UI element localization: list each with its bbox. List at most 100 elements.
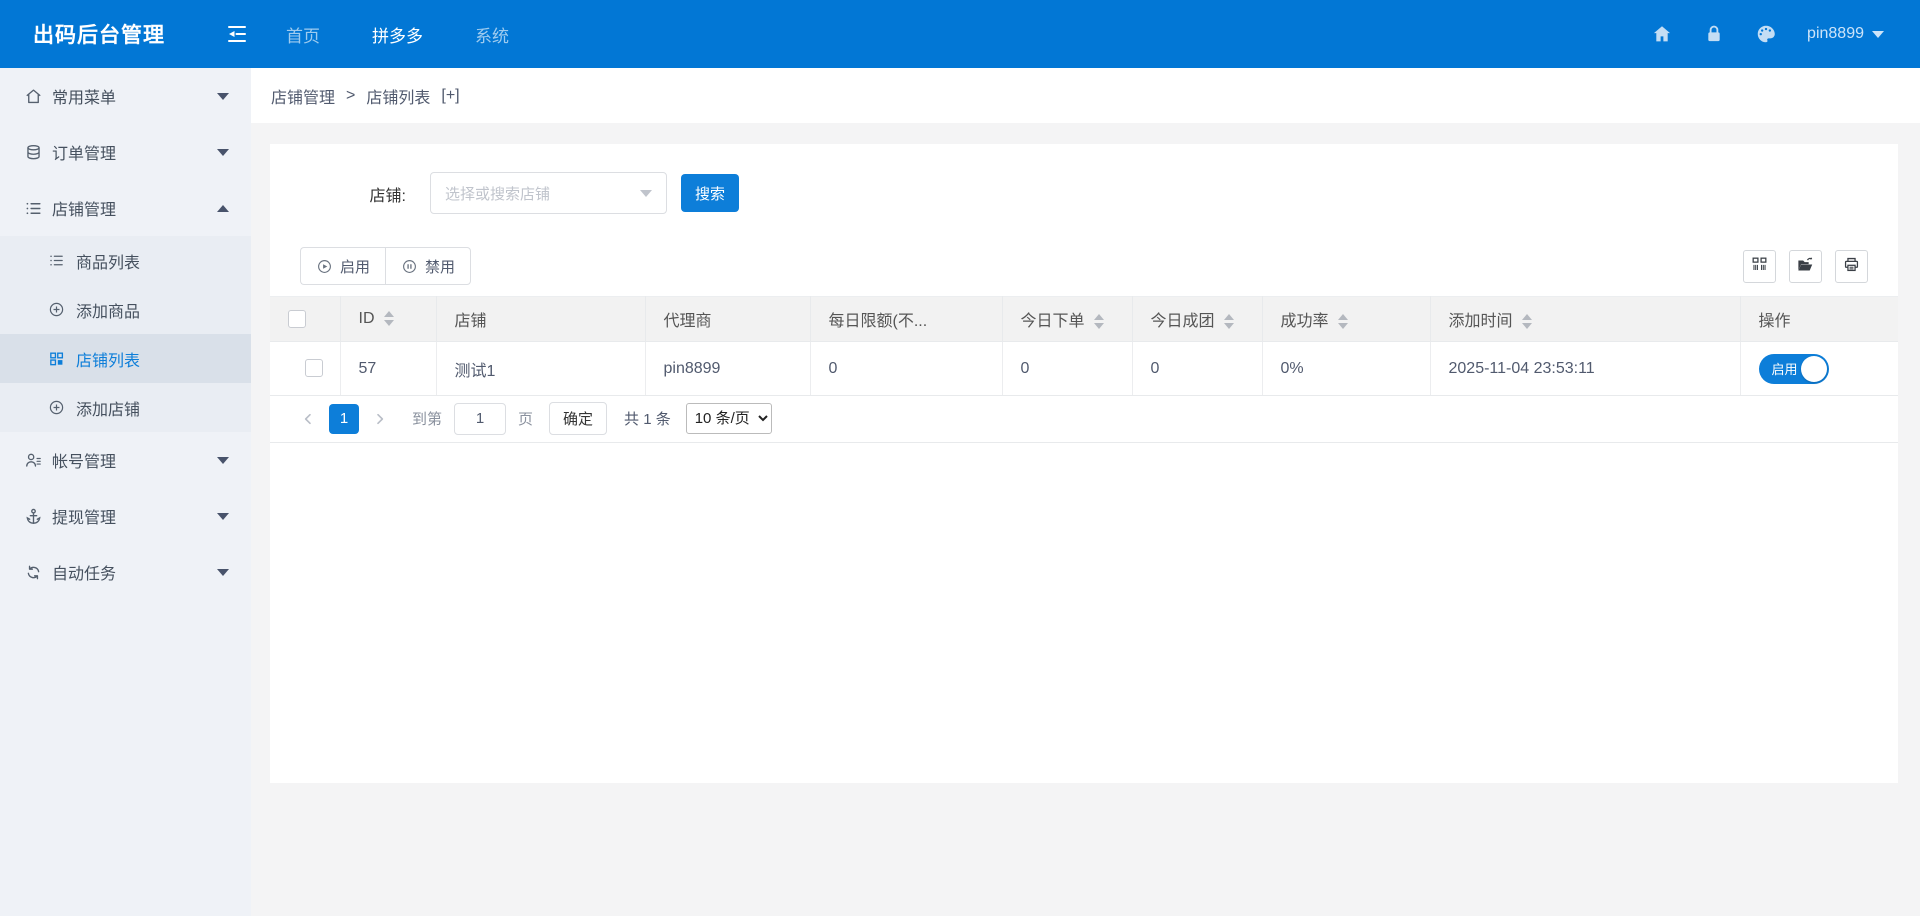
sidebar-item-label: 店铺列表: [76, 352, 141, 370]
breadcrumb: 店铺管理 > 店铺列表 [+]: [251, 68, 1920, 123]
next-page-icon[interactable]: [372, 411, 388, 427]
sidebar-item-label: 帐号管理: [52, 454, 117, 471]
chevron-down-icon: [640, 189, 652, 197]
col-today-groups[interactable]: 今日成团: [1132, 296, 1263, 342]
chevron-down-icon: [217, 568, 229, 576]
database-icon: [24, 143, 43, 162]
caret-down-icon: [1872, 30, 1884, 38]
grid-icon: [48, 350, 65, 367]
user-dropdown[interactable]: pin8899: [1807, 25, 1884, 43]
shop-filter-label: 店铺:: [369, 188, 406, 205]
sidebar-item-label: 添加店铺: [76, 401, 141, 419]
columns-icon: [1750, 255, 1769, 279]
search-button[interactable]: 搜索: [681, 174, 739, 212]
list-icon: [24, 199, 43, 218]
sidebar: 常用菜单 订单管理 店铺管理 商品列表: [0, 68, 251, 916]
chevron-down-icon: [217, 456, 229, 464]
pause-circle-icon: [401, 258, 418, 275]
cell-id: 57: [340, 341, 437, 396]
sidebar-item-label: 店铺管理: [52, 202, 117, 219]
home-icon[interactable]: [1651, 23, 1673, 45]
goto-prefix-label: 到第: [412, 411, 443, 428]
page-number-button[interactable]: 1: [329, 403, 359, 434]
col-id[interactable]: ID: [340, 296, 437, 342]
enable-button[interactable]: 启用: [300, 247, 386, 285]
plus-circle-icon: [48, 301, 65, 318]
col-added-time[interactable]: 添加时间: [1430, 296, 1741, 342]
col-label: 店铺: [454, 313, 487, 330]
sidebar-item-withdraw[interactable]: 提现管理: [0, 488, 251, 544]
username: pin8899: [1807, 25, 1864, 42]
total-count-label: 共 1 条: [624, 411, 671, 428]
bulk-action-group: 启用 禁用: [300, 247, 472, 285]
sort-icon[interactable]: [1093, 314, 1104, 330]
cell-shop: 测试1: [436, 341, 646, 396]
row-checkbox[interactable]: [304, 359, 323, 378]
columns-button[interactable]: [1743, 250, 1776, 283]
sidebar-item-add-shop[interactable]: 添加店铺: [0, 383, 251, 432]
cell-daily-limit: 0: [810, 341, 1003, 396]
col-label: 今日下单: [1020, 313, 1085, 330]
main-panel: 店铺: 选择或搜索店铺 搜索 启用 禁用: [270, 144, 1898, 783]
sidebar-item-product-list[interactable]: 商品列表: [0, 236, 251, 285]
col-label: ID: [358, 310, 375, 327]
anchor-icon: [24, 507, 43, 526]
breadcrumb-parent[interactable]: 店铺管理: [271, 89, 336, 107]
col-label: 成功率: [1280, 313, 1329, 330]
goto-page-input[interactable]: [454, 402, 507, 435]
topbar-right: pin8899: [1651, 23, 1920, 45]
chevron-down-icon: [217, 512, 229, 520]
chevron-up-icon: [217, 204, 229, 212]
palette-icon[interactable]: [1755, 23, 1777, 45]
select-all-checkbox[interactable]: [288, 309, 306, 328]
export-button[interactable]: [1789, 250, 1822, 283]
goto-suffix-label: 页: [518, 411, 534, 428]
sidebar-item-label: 常用菜单: [52, 90, 117, 107]
print-icon: [1842, 255, 1861, 279]
lock-icon[interactable]: [1703, 23, 1725, 45]
sidebar-item-shop-list[interactable]: 店铺列表: [0, 334, 251, 383]
col-success-rate[interactable]: 成功率: [1262, 296, 1431, 342]
sidebar-item-label: 订单管理: [52, 146, 117, 163]
shop-select-placeholder: 选择或搜索店铺: [445, 185, 551, 203]
cell-success-rate: 0%: [1262, 341, 1431, 396]
sidebar-submenu-shops: 商品列表 添加商品 店铺列表 添加店铺: [0, 236, 251, 432]
enable-toggle[interactable]: 启用: [1758, 353, 1829, 384]
col-label: 添加时间: [1448, 313, 1513, 330]
nav-home[interactable]: 首页: [286, 26, 320, 46]
breadcrumb-current[interactable]: 店铺列表: [366, 89, 431, 107]
sort-icon[interactable]: [1223, 314, 1234, 330]
breadcrumb-separator: >: [346, 86, 356, 104]
cell-added-time: 2025-11-04 23:53:11: [1430, 341, 1741, 396]
disable-button[interactable]: 禁用: [385, 247, 472, 285]
sidebar-item-shops[interactable]: 店铺管理: [0, 180, 251, 236]
sidebar-item-orders[interactable]: 订单管理: [0, 124, 251, 180]
sort-icon[interactable]: [383, 311, 394, 327]
cell-agent: pin8899: [645, 341, 811, 396]
nav-system[interactable]: 系统: [475, 26, 509, 46]
sidebar-item-common-menu[interactable]: 常用菜单: [0, 68, 251, 124]
top-nav: 首页 拼多多 系统: [286, 22, 509, 47]
sidebar-item-accounts[interactable]: 帐号管理: [0, 432, 251, 488]
sidebar-item-add-product[interactable]: 添加商品: [0, 285, 251, 334]
table-row: 57 测试1 pin8899 0 0 0 0% 2025-11-04 23:53…: [270, 341, 1898, 396]
sort-icon[interactable]: [1521, 314, 1532, 330]
page-size-select[interactable]: 10 条/页: [685, 403, 772, 434]
prev-page-icon[interactable]: [300, 411, 316, 427]
col-today-orders[interactable]: 今日下单: [1002, 296, 1133, 342]
sort-icon[interactable]: [1337, 314, 1348, 330]
sidebar-item-auto-tasks[interactable]: 自动任务: [0, 544, 251, 600]
col-shop: 店铺: [436, 296, 646, 342]
shop-select[interactable]: 选择或搜索店铺: [430, 172, 667, 214]
sidebar-item-label: 添加商品: [76, 303, 141, 321]
sidebar-collapse-icon[interactable]: [224, 21, 250, 47]
col-label: 操作: [1758, 313, 1791, 330]
goto-confirm-button[interactable]: 确定: [549, 402, 608, 435]
print-button[interactable]: [1835, 250, 1868, 283]
sidebar-item-label: 提现管理: [52, 510, 117, 527]
breadcrumb-add-tab[interactable]: [+]: [441, 86, 460, 104]
col-label: 今日成团: [1150, 313, 1215, 330]
nav-pinduoduo[interactable]: 拼多多: [372, 26, 423, 46]
users-icon: [24, 451, 43, 470]
